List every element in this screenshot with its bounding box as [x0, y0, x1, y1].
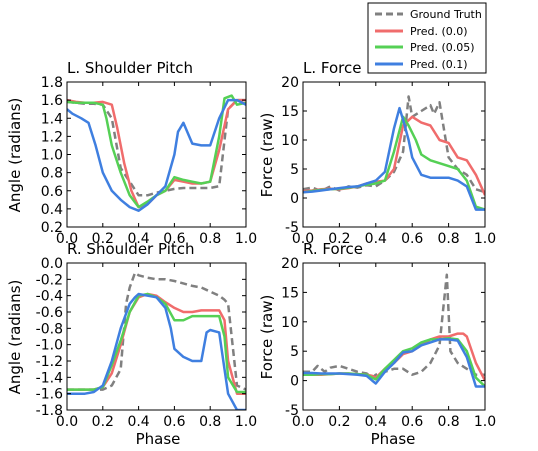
legend-label: Pred. (0.05): [410, 41, 475, 54]
series-line-pred-0-0: [67, 292, 246, 395]
x-tick-label: 0.0: [56, 231, 78, 247]
series-line-ground-truth: [67, 271, 246, 391]
legend-label: Pred. (0.0): [410, 25, 468, 38]
y-tick-label: -0.2: [36, 272, 63, 288]
y-tick-label: 1.0: [41, 148, 63, 164]
x-tick-label: 0.0: [292, 414, 314, 430]
legend-label: Ground Truth: [410, 8, 482, 21]
y-tick-label: 0.8: [41, 166, 63, 182]
x-axis-label: Phase: [371, 430, 416, 448]
axes-frame: [302, 262, 486, 411]
y-tick-label: 5: [290, 344, 299, 360]
x-tick-label: 0.6: [401, 414, 423, 430]
series-line-pred-0-1: [303, 338, 485, 388]
panel-title: L. Force: [303, 59, 361, 77]
series-line-pred-0-05: [67, 292, 246, 394]
y-tick-label: 20: [281, 75, 299, 91]
panel-left-force: L. Force Force (raw) 0.0 0.2 0.4 0.6 0.8 1.0 -…: [258, 59, 496, 247]
x-tick-label: 1.0: [235, 231, 257, 247]
x-tick-label: 0.0: [56, 414, 78, 430]
x-tick-label: 0.4: [127, 231, 149, 247]
x-tick-label: 0.4: [127, 414, 149, 430]
x-tick-label: 0.2: [92, 414, 114, 430]
panel-right-shoulder-pitch: R. Shoulder Pitch Angle (radians) Phase …: [6, 240, 257, 448]
series-line-ground-truth: [303, 273, 485, 379]
x-tick-label: 0.4: [365, 414, 387, 430]
series-line-pred-0-1: [67, 292, 246, 410]
x-tick-label: 1.0: [474, 231, 496, 247]
y-tick-label: 5: [290, 162, 299, 178]
x-tick-label: 0.8: [199, 231, 221, 247]
legend-entry-ground-truth: Ground Truth: [375, 8, 482, 21]
y-axis-label: Angle (radians): [6, 98, 24, 213]
x-tick-label: 0.2: [328, 414, 350, 430]
plot-area: 0.0 0.2 0.4 0.6 0.8 1.0 -5 0 5 10 15 20: [281, 256, 496, 430]
x-tick-label: 0.8: [199, 414, 221, 430]
x-axis-label: Phase: [136, 430, 181, 448]
plot-area: 0.0 0.2 0.4 0.6 0.8 1.0 -5 0 5 10 15 20: [281, 75, 496, 247]
x-tick-label: 0.6: [401, 231, 423, 247]
y-tick-label: 1.8: [41, 75, 63, 91]
y-tick-label: 1.2: [41, 129, 63, 145]
x-tick-label: 0.0: [292, 231, 314, 247]
y-tick-label: -5: [285, 220, 299, 236]
x-tick-label: 0.4: [365, 231, 387, 247]
y-tick-label: 10: [281, 315, 299, 331]
y-axis-label: Angle (radians): [6, 280, 24, 395]
y-tick-label: 0.0: [41, 256, 63, 272]
legend-entry-pred-0-05: Pred. (0.05): [375, 41, 475, 54]
legend-label: Pred. (0.1): [410, 58, 468, 71]
series-line-pred-0-1: [303, 106, 485, 211]
panel-left-shoulder-pitch: L. Shoulder Pitch Angle (radians) 0.0 0.2…: [6, 59, 257, 247]
y-tick-label: -0.6: [36, 305, 63, 321]
series-line-ground-truth: [303, 95, 485, 194]
x-tick-label: 0.8: [437, 231, 459, 247]
series-line-pred-0-1: [67, 98, 246, 212]
x-tick-label: 0.6: [163, 414, 185, 430]
y-tick-label: 0: [290, 191, 299, 207]
y-tick-label: -1.8: [36, 403, 63, 419]
y-tick-label: 1.4: [41, 111, 63, 127]
y-axis-label: Force (raw): [258, 295, 276, 380]
y-tick-label: 10: [281, 133, 299, 149]
y-tick-label: -5: [285, 403, 299, 419]
x-tick-label: 0.6: [163, 231, 185, 247]
y-tick-label: -0.8: [36, 321, 63, 337]
legend: Ground Truth Pred. (0.0) Pred. (0.05) Pr…: [367, 2, 487, 74]
x-tick-label: 1.0: [235, 414, 257, 430]
y-tick-label: 15: [281, 285, 299, 301]
plot-area: 0.0 0.2 0.4 0.6 0.8 1.00.0-0.2-0.4-0.6-0.8-1.…: [36, 256, 257, 430]
x-tick-label: 1.0: [474, 414, 496, 430]
y-axis-label: Force (raw): [258, 113, 276, 198]
plot-area: 0.0 0.2 0.4 0.6 0.8 1.00.20.40.60.81.01.21.41…: [41, 75, 257, 247]
y-tick-label: 20: [281, 256, 299, 272]
series-line-ground-truth: [67, 98, 246, 197]
panel-title: R. Shoulder Pitch: [67, 240, 195, 258]
y-tick-label: -1.6: [36, 387, 63, 403]
y-tick-label: 0.2: [41, 220, 63, 236]
legend-entry-pred-0-1: Pred. (0.1): [375, 58, 468, 71]
panel-right-force: R. Force Force (raw) Phase 0.0 0.2 0.4 0.6 0…: [258, 240, 496, 448]
y-tick-label: -1.2: [36, 354, 63, 370]
x-tick-label: 0.2: [328, 231, 350, 247]
y-tick-label: 0.6: [41, 184, 63, 200]
legend-entry-pred-0-0: Pred. (0.0): [375, 25, 468, 38]
axes-frame: [302, 81, 486, 228]
axes-frame: [66, 262, 247, 411]
y-tick-label: -1.0: [36, 338, 63, 354]
y-tick-label: 0: [290, 374, 299, 390]
y-tick-label: 15: [281, 104, 299, 120]
panel-title: R. Force: [303, 240, 363, 258]
y-tick-label: 1.6: [41, 93, 63, 109]
x-tick-label: 0.8: [437, 414, 459, 430]
y-tick-label: 0.4: [41, 202, 63, 218]
panel-title: L. Shoulder Pitch: [67, 59, 193, 77]
y-tick-label: -1.4: [36, 370, 63, 386]
y-tick-label: -0.4: [36, 289, 63, 305]
x-tick-label: 0.2: [92, 231, 114, 247]
